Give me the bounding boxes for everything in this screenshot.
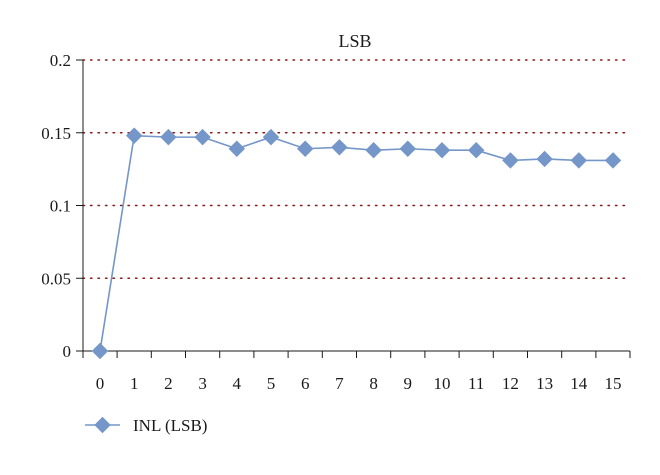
- x-tick-label: 1: [130, 374, 139, 393]
- series-line: [99, 134, 613, 352]
- axes: 00.050.10.150.20 1 2 3 4 5 6 7 8 9 10 11 12 13 14 15: [41, 51, 631, 393]
- x-tick-label: 15: [605, 374, 622, 393]
- data-point-marker: [604, 152, 622, 169]
- data-point-marker: [160, 128, 177, 146]
- data-point-marker: [433, 142, 451, 159]
- x-tick-label: 8: [369, 374, 378, 393]
- x-tick-label: 4: [233, 374, 242, 393]
- x-tick-label: 13: [536, 374, 553, 393]
- x-tick-label: 11: [468, 374, 484, 393]
- data-point-marker: [125, 127, 143, 144]
- series-layer: [91, 127, 622, 360]
- y-tick-label: 0.1: [50, 197, 71, 216]
- x-tick-label: 7: [335, 374, 344, 393]
- data-point-marker: [399, 140, 417, 157]
- y-tick-label: 0.2: [50, 51, 71, 70]
- legend-label: INL (LSB): [133, 416, 207, 435]
- x-tick-label: 0: [96, 374, 105, 393]
- x-tick-label: 12: [502, 374, 519, 393]
- data-point-marker: [194, 128, 211, 146]
- chart-title: LSB: [338, 31, 371, 51]
- x-tick-label: 9: [404, 374, 413, 393]
- data-point-marker: [262, 128, 280, 146]
- data-point-marker: [536, 150, 553, 168]
- y-tick-label: 0.15: [41, 124, 71, 143]
- y-tick-label: 0: [63, 342, 72, 361]
- legend: INL (LSB): [85, 416, 207, 435]
- legend-marker: [94, 416, 111, 434]
- data-point-marker: [570, 152, 588, 169]
- data-point-marker: [502, 152, 519, 169]
- gridlines: [82, 59, 631, 279]
- data-point-marker: [91, 342, 109, 360]
- x-tick-label: 2: [164, 374, 173, 393]
- x-tick-label: 10: [434, 374, 451, 393]
- data-point-marker: [365, 142, 382, 159]
- x-tick-label: 14: [570, 374, 588, 393]
- data-point-marker: [296, 140, 314, 157]
- x-tick-label: 6: [301, 374, 310, 393]
- data-point-marker: [228, 140, 246, 157]
- y-tick-label: 0.05: [41, 269, 71, 288]
- x-tick-label: 5: [267, 374, 276, 393]
- data-point-marker: [467, 142, 485, 159]
- data-point-marker: [331, 139, 348, 156]
- x-tick-label: 3: [198, 374, 207, 393]
